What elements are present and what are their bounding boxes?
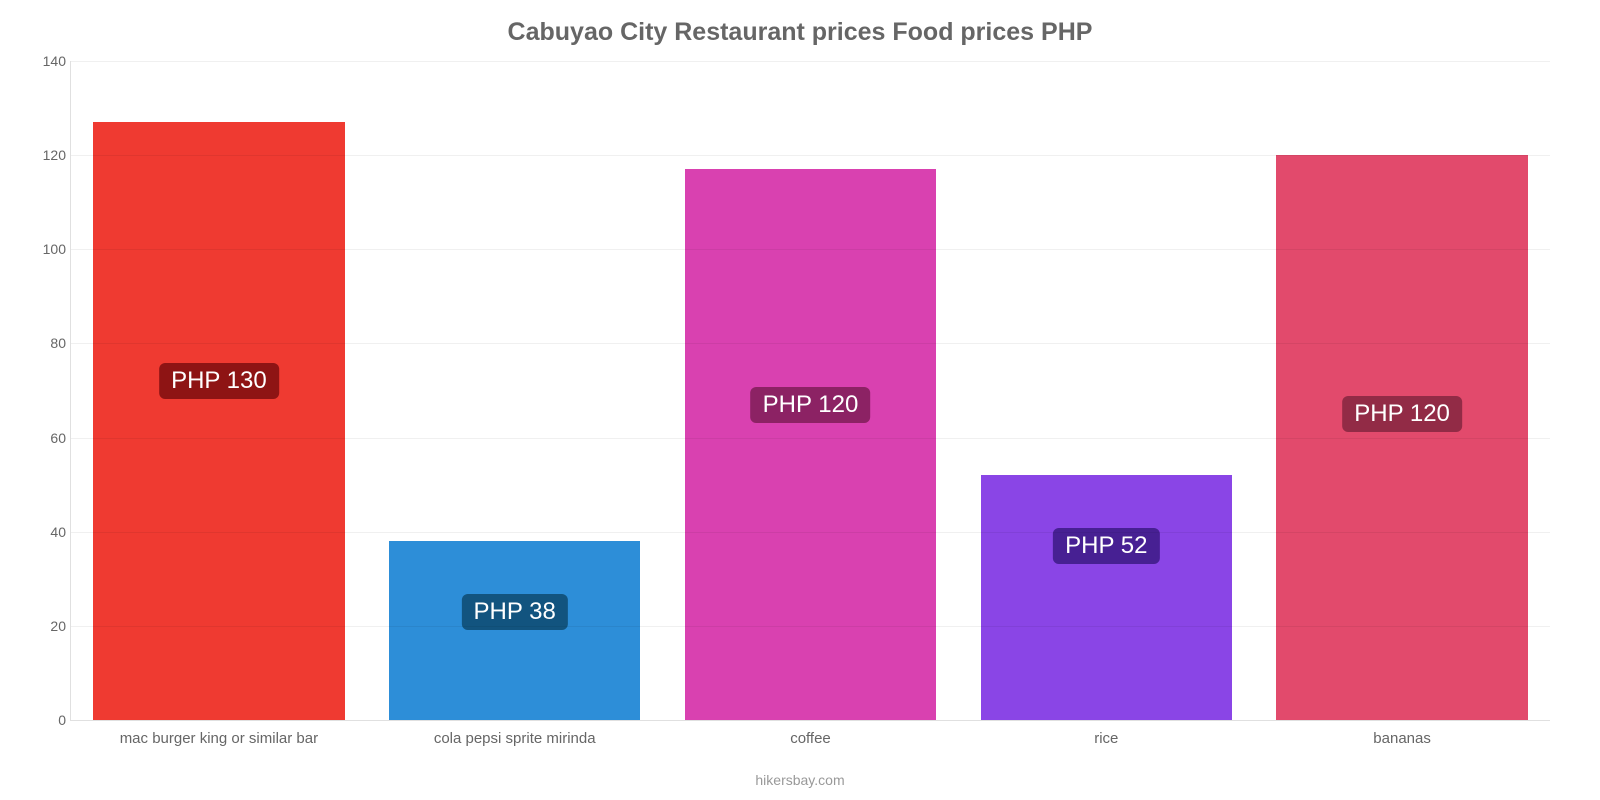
x-tick-label: coffee [790, 730, 831, 747]
plot-area: PHP 130mac burger king or similar barPHP… [70, 61, 1550, 721]
y-tick-label: 80 [36, 335, 66, 351]
bar: PHP 52 [981, 475, 1232, 720]
gridline [71, 532, 1550, 533]
y-tick-label: 40 [36, 524, 66, 540]
value-label: PHP 130 [159, 363, 279, 399]
y-tick-label: 20 [36, 618, 66, 634]
bar: PHP 38 [389, 541, 640, 720]
y-tick-label: 140 [36, 53, 66, 69]
value-label: PHP 52 [1053, 528, 1159, 564]
x-tick-label: cola pepsi sprite mirinda [434, 730, 596, 747]
bar-slot: PHP 52rice [958, 61, 1254, 720]
value-label: PHP 38 [462, 594, 568, 630]
bar: PHP 120 [685, 169, 936, 720]
value-label: PHP 120 [1342, 396, 1462, 432]
bar: PHP 130 [93, 122, 344, 720]
x-tick-label: rice [1094, 730, 1118, 747]
gridline [71, 155, 1550, 156]
bar-slot: PHP 38cola pepsi sprite mirinda [367, 61, 663, 720]
gridline [71, 249, 1550, 250]
x-tick-label: bananas [1373, 730, 1431, 747]
gridline [71, 438, 1550, 439]
bar-slot: PHP 130mac burger king or similar bar [71, 61, 367, 720]
bars-container: PHP 130mac burger king or similar barPHP… [71, 61, 1550, 720]
y-tick-label: 60 [36, 430, 66, 446]
chart-title: Cabuyao City Restaurant prices Food pric… [40, 18, 1560, 47]
attribution-text: hikersbay.com [0, 772, 1600, 788]
y-tick-label: 120 [36, 147, 66, 163]
y-tick-label: 100 [36, 241, 66, 257]
bar-slot: PHP 120coffee [663, 61, 959, 720]
gridline [71, 61, 1550, 62]
x-tick-label: mac burger king or similar bar [120, 730, 318, 747]
gridline [71, 626, 1550, 627]
y-tick-label: 0 [36, 712, 66, 728]
value-label: PHP 120 [751, 387, 871, 423]
bar-chart: Cabuyao City Restaurant prices Food pric… [0, 0, 1600, 800]
gridline [71, 343, 1550, 344]
bar-slot: PHP 120bananas [1254, 61, 1550, 720]
